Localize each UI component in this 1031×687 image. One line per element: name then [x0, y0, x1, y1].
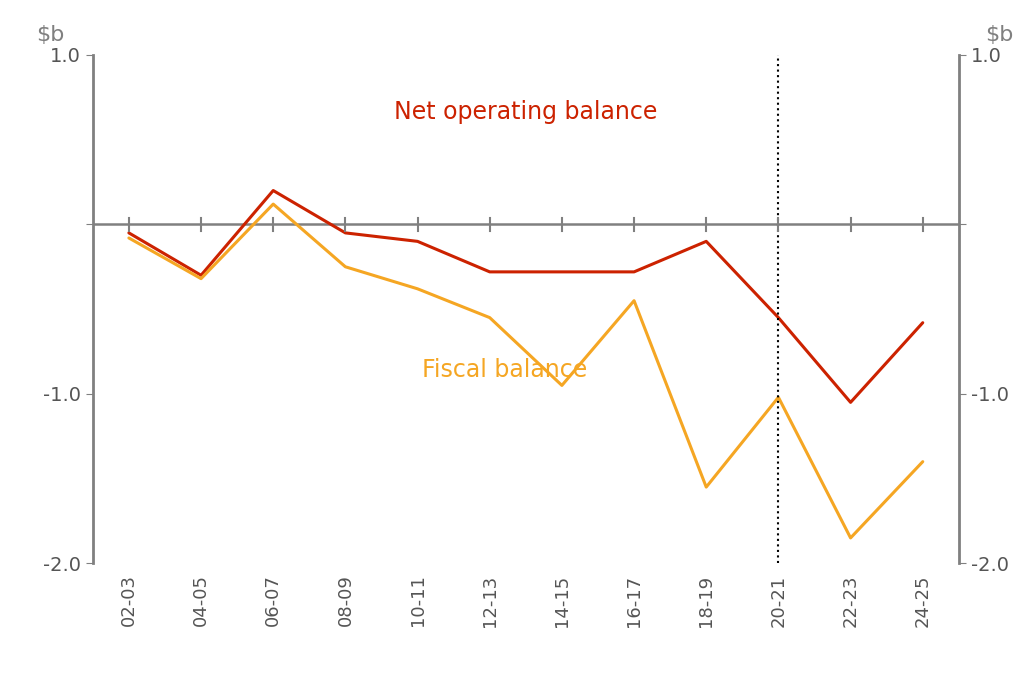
- Text: Fiscal balance: Fiscal balance: [422, 358, 587, 382]
- Text: Net operating balance: Net operating balance: [394, 100, 658, 124]
- Text: $b: $b: [985, 25, 1013, 45]
- Text: $b: $b: [36, 25, 65, 45]
